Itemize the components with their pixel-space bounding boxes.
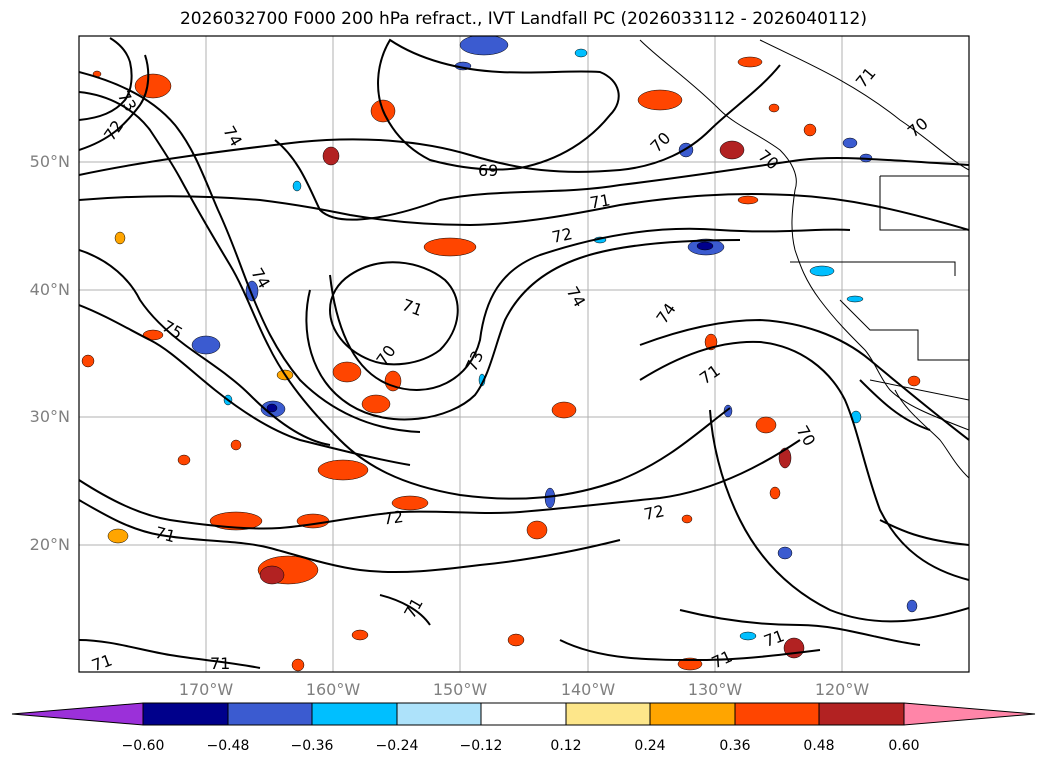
lon-label-120w: 120°W <box>814 680 870 699</box>
colorbar-tick-label: 0.36 <box>719 738 751 754</box>
colorbar-tick-label: −0.60 <box>121 738 165 754</box>
negative-blobs <box>191 36 918 641</box>
contours <box>79 37 969 669</box>
map-title: 2026032700 F000 200 hPa refract., IVT La… <box>179 9 867 29</box>
colorbar-tick-label: 0.60 <box>888 738 920 754</box>
colorbar-tick-label: −0.12 <box>459 738 503 754</box>
positive-blobs <box>81 56 921 672</box>
contour-label: 72 <box>100 117 127 145</box>
contour-label: 71 <box>709 647 735 673</box>
contour-label: 71 <box>761 626 787 651</box>
colorbar-min-extension <box>11 702 144 726</box>
colorbar-tick-label: 0.48 <box>803 738 835 754</box>
colorbar-swatch <box>480 702 567 726</box>
contour-label: 71 <box>588 190 611 212</box>
contour-label: 70 <box>904 114 932 142</box>
colorbar-swatch <box>396 702 482 726</box>
contour-labels: 73 72 74 74 69 71 72 71 70 74 74 73 75 7… <box>89 64 932 675</box>
contour-label: 71 <box>210 654 230 673</box>
colorbar <box>11 702 1036 726</box>
lat-label-30n: 30°N <box>29 407 70 426</box>
contour-label: 75 <box>159 316 186 343</box>
colorbar-swatch <box>565 702 651 726</box>
contour-label: 70 <box>793 422 820 449</box>
contour-label: 71 <box>153 523 178 547</box>
coastline <box>639 39 969 479</box>
contour-label: 71 <box>696 361 724 388</box>
colorbar-swatch <box>818 702 905 726</box>
lon-label-150w: 150°W <box>432 680 488 699</box>
lon-label-170w: 170°W <box>178 680 234 699</box>
contour-label: 71 <box>852 64 880 92</box>
colorbar-swatch <box>227 702 313 726</box>
contour-label: 74 <box>652 300 679 328</box>
contour-label: 70 <box>755 146 783 174</box>
contour-label: 74 <box>219 123 246 150</box>
contour-label: 72 <box>550 224 574 247</box>
contour-label: 69 <box>478 161 498 180</box>
lon-label-140w: 140°W <box>560 680 616 699</box>
colorbar-tick-label: −0.36 <box>290 738 334 754</box>
gridlines <box>79 36 969 672</box>
colorbar-swatch <box>649 702 736 726</box>
colorbar-swatch <box>734 702 820 726</box>
colorbar-tick-label: 0.12 <box>550 738 582 754</box>
colorbar-tick-label: −0.48 <box>206 738 250 754</box>
colorbar-tick-label: 0.24 <box>634 738 666 754</box>
lon-label-130w: 130°W <box>687 680 743 699</box>
contour-label: 71 <box>400 295 426 320</box>
lon-label-160w: 160°W <box>305 680 361 699</box>
lat-label-50n: 50°N <box>29 152 70 171</box>
colorbar-swatch <box>142 702 229 726</box>
lat-label-20n: 20°N <box>29 535 70 554</box>
map-frame <box>78 35 970 673</box>
lat-label-40n: 40°N <box>29 280 70 299</box>
contour-label: 72 <box>382 507 405 529</box>
map-plot-area: 73 72 74 74 69 71 72 71 70 74 74 73 75 7… <box>79 36 969 675</box>
colorbar-tick-label: −0.24 <box>375 738 419 754</box>
colorbar-max-extension <box>903 702 1036 726</box>
contour-label: 73 <box>462 348 488 374</box>
contour-label: 74 <box>563 283 590 310</box>
contour-label: 70 <box>647 128 675 156</box>
contour-label: 71 <box>89 650 115 675</box>
colorbar-swatch <box>311 702 398 726</box>
contour-label: 72 <box>642 501 666 524</box>
